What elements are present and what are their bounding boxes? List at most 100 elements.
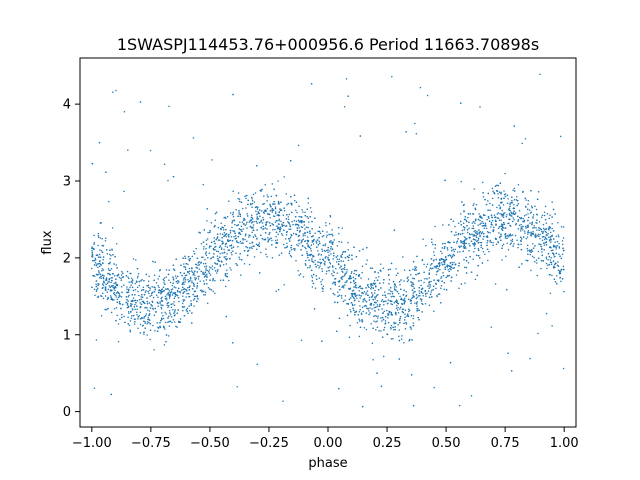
data-point: [351, 290, 354, 292]
data-point: [288, 238, 290, 240]
data-point: [562, 226, 565, 228]
data-point: [113, 307, 116, 310]
data-point: [333, 293, 336, 296]
data-point: [276, 214, 278, 217]
data-point: [544, 241, 546, 244]
data-point: [367, 294, 369, 297]
data-point: [149, 338, 151, 341]
data-point: [231, 250, 234, 252]
data-point: [452, 267, 454, 269]
data-point: [351, 271, 353, 273]
data-point: [540, 259, 543, 262]
data-point: [289, 254, 292, 257]
data-point: [147, 286, 150, 289]
data-point: [210, 257, 212, 260]
data-point: [504, 235, 507, 238]
data-point: [182, 300, 185, 303]
data-point: [305, 247, 307, 250]
data-point: [110, 281, 112, 284]
data-point: [504, 233, 507, 235]
data-point: [457, 238, 459, 240]
data-point: [148, 292, 150, 295]
data-point: [418, 272, 421, 274]
data-point: [156, 301, 159, 304]
data-point: [550, 256, 553, 259]
data-point: [244, 235, 247, 237]
data-point: [418, 287, 421, 289]
data-point: [488, 250, 490, 253]
data-point: [552, 208, 555, 211]
data-point: [194, 270, 196, 273]
data-point: [204, 294, 207, 296]
data-point: [384, 294, 386, 296]
data-point: [123, 284, 125, 286]
data-point: [352, 309, 355, 312]
data-point: [339, 266, 341, 269]
data-point: [295, 209, 297, 212]
data-point: [498, 226, 501, 228]
data-point: [551, 223, 553, 225]
data-point: [483, 214, 485, 216]
data-point: [549, 292, 552, 295]
data-point: [382, 282, 385, 284]
data-point: [404, 327, 407, 330]
data-point: [438, 261, 441, 264]
data-point: [223, 234, 226, 237]
data-point: [365, 263, 367, 265]
data-point: [221, 233, 224, 236]
data-point: [109, 269, 111, 272]
data-point: [387, 292, 389, 295]
data-point: [372, 282, 375, 285]
data-point: [290, 244, 293, 247]
data-point: [460, 213, 462, 215]
data-point: [100, 275, 102, 278]
data-point: [197, 264, 199, 267]
data-point: [300, 339, 303, 342]
data-point: [97, 232, 100, 235]
data-point: [129, 320, 132, 322]
data-point: [400, 297, 403, 300]
data-point: [415, 273, 417, 276]
data-point: [306, 242, 308, 245]
data-point: [219, 264, 222, 267]
data-point: [188, 305, 190, 307]
data-point: [462, 240, 465, 243]
data-point: [101, 287, 104, 289]
data-point: [352, 280, 355, 282]
data-point: [173, 312, 175, 315]
data-point: [539, 243, 542, 246]
data-point: [230, 247, 233, 249]
data-point: [138, 314, 140, 317]
data-point: [154, 261, 156, 263]
data-point: [125, 274, 128, 277]
data-point: [142, 324, 144, 327]
data-point: [291, 211, 293, 214]
data-point: [129, 286, 131, 288]
data-point: [526, 208, 529, 211]
data-point: [117, 273, 120, 276]
data-point: [389, 287, 392, 289]
data-point: [116, 284, 119, 287]
data-point: [206, 273, 208, 275]
data-point: [93, 387, 96, 389]
data-point: [194, 278, 197, 281]
data-point: [407, 298, 410, 301]
data-point: [96, 263, 98, 265]
data-point: [491, 187, 494, 190]
data-point: [498, 219, 501, 222]
data-point: [544, 219, 547, 221]
data-point: [253, 256, 256, 258]
data-point: [182, 309, 184, 312]
data-point: [320, 281, 322, 283]
data-point: [551, 252, 554, 254]
data-point: [294, 248, 296, 250]
data-point: [354, 269, 356, 272]
data-point: [244, 224, 246, 227]
data-point: [254, 234, 256, 236]
data-point: [371, 267, 374, 270]
data-point: [188, 259, 191, 262]
data-point: [209, 230, 211, 232]
data-point: [399, 283, 401, 286]
data-point: [367, 307, 369, 310]
data-point: [132, 314, 135, 317]
